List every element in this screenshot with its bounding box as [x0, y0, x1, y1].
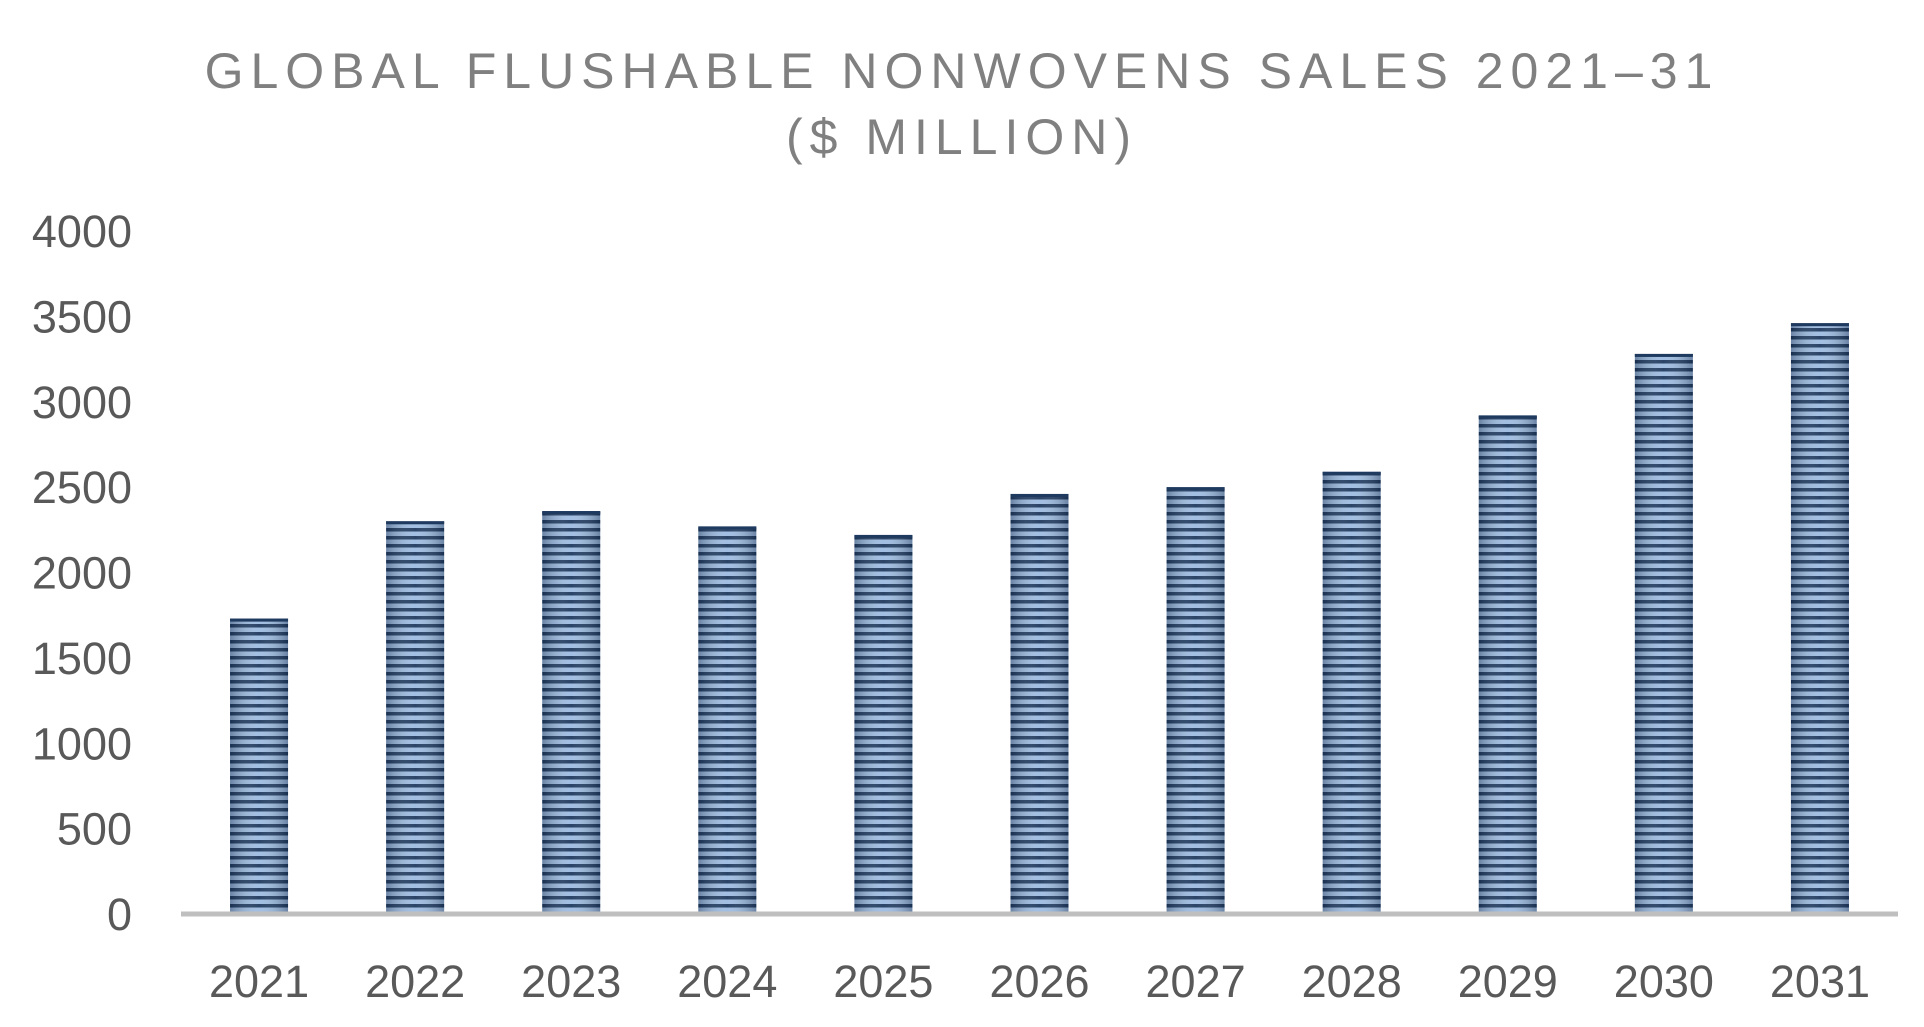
bar-shade [386, 521, 445, 914]
bar-2026 [1010, 493, 1069, 914]
y-tick-label: 1500 [32, 633, 132, 684]
bar-2027 [1166, 487, 1225, 914]
bar-cap [1322, 471, 1381, 475]
y-tick-label: 3000 [32, 377, 132, 428]
bar-2030 [1634, 353, 1693, 914]
bar-cap [1634, 353, 1693, 357]
bar-cap [1478, 415, 1537, 419]
y-tick-label: 3500 [32, 291, 132, 342]
bar-cap [230, 618, 289, 622]
x-tick-label: 2023 [521, 956, 621, 1007]
y-tick-label: 500 [57, 804, 132, 855]
bar-shade [1010, 493, 1069, 914]
y-tick-label: 0 [107, 889, 132, 940]
bar-2031 [1790, 323, 1849, 915]
x-tick-label: 2026 [989, 956, 1089, 1007]
x-tick-label: 2030 [1614, 956, 1714, 1007]
bar-2022 [386, 521, 445, 914]
x-tick-label: 2031 [1770, 956, 1870, 1007]
bar-cap [1010, 493, 1069, 497]
bar-cap [854, 534, 913, 538]
x-tick-label: 2025 [833, 956, 933, 1007]
bar-shade [698, 526, 757, 914]
bar-2029 [1478, 415, 1537, 914]
bar-shade [230, 618, 289, 914]
bar-shade [542, 511, 601, 914]
bar-2028 [1322, 471, 1381, 914]
x-tick-label: 2021 [209, 956, 309, 1007]
bar-cap [698, 526, 757, 530]
bar-shade [1790, 323, 1849, 915]
bar-shade [854, 534, 913, 914]
bar-shade [1322, 471, 1381, 914]
x-tick-label: 2027 [1146, 956, 1246, 1007]
x-tick-label: 2024 [677, 956, 777, 1007]
bar-2023 [542, 511, 601, 914]
chart-title-line-1: GLOBAL FLUSHABLE NONWOVENS SALES 2021–31 [204, 43, 1720, 99]
chart-title-line-2: ($ MILLION) [785, 109, 1139, 165]
y-tick-label: 4000 [32, 206, 132, 257]
bar-cap [1166, 487, 1225, 491]
bar-cap [1790, 323, 1849, 327]
bar-shade [1634, 353, 1693, 914]
y-tick-label: 1000 [32, 718, 132, 769]
x-tick-label: 2028 [1302, 956, 1402, 1007]
bar-cap [386, 521, 445, 525]
bar-2021 [230, 618, 289, 914]
bar-shade [1478, 415, 1537, 914]
y-tick-label: 2000 [32, 548, 132, 599]
bar-2024 [698, 526, 757, 914]
bar-shade [1166, 487, 1225, 914]
bar-cap [542, 511, 601, 515]
y-tick-label: 2500 [32, 462, 132, 513]
bar-2025 [854, 534, 913, 914]
x-tick-label: 2029 [1458, 956, 1558, 1007]
x-tick-label: 2022 [365, 956, 465, 1007]
